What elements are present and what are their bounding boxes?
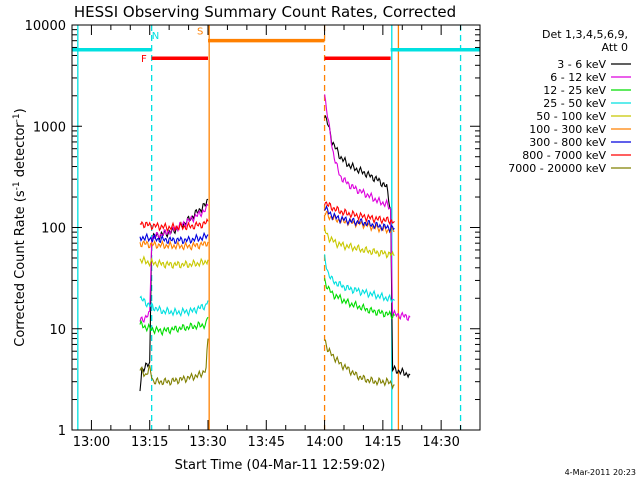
series-0: [139, 114, 411, 392]
series-2-segment-1: [324, 278, 395, 320]
series-5: [139, 210, 395, 251]
legend-title-1: Att 0: [602, 41, 628, 54]
y-axis-label-part-4: ): [13, 108, 28, 113]
plot-frame: [71, 24, 481, 431]
legend-label-8: 7000 - 20000 keV: [508, 162, 606, 175]
y-axis-label-text: Corrected Count Rate (s-1 detector-1): [12, 108, 28, 346]
series-6: [139, 204, 395, 245]
series-4: [139, 227, 395, 270]
y-tick-label-4: 10000: [25, 19, 66, 34]
series-7-segment-0: [139, 217, 209, 232]
y-tick-label-0: 1: [58, 424, 66, 439]
series-1: [139, 94, 411, 324]
x-axis-label: Start Time (04-Mar-11 12:59:02): [175, 458, 386, 473]
attenuator-label-1: N: [152, 31, 159, 42]
legend-label-0: 3 - 6 keV: [557, 58, 606, 71]
series-7: [139, 201, 395, 232]
y-tick-label-2: 100: [41, 222, 66, 237]
series-lines: [139, 94, 411, 392]
series-7-segment-1: [324, 201, 395, 226]
series-3-segment-0: [139, 295, 209, 318]
series-6-segment-0: [139, 231, 209, 245]
x-tick-label-3: 13:45: [248, 435, 285, 450]
legend-label-4: 50 - 100 keV: [536, 110, 606, 123]
attenuator-label-2: S: [197, 27, 203, 38]
x-tick-label-2: 13:30: [189, 435, 226, 450]
footer-timestamp: 4-Mar-2011 20:23: [565, 468, 636, 477]
x-axis: 13:00 13:15 13:30 13:45 14:00 14:15 14:30: [71, 25, 481, 450]
series-5-segment-1: [324, 210, 395, 235]
legend-label-3: 25 - 50 keV: [543, 97, 606, 110]
series-2-segment-0: [139, 316, 209, 337]
chart-title: HESSI Observing Summary Count Rates, Cor…: [74, 3, 456, 21]
series-0-segment-1: [324, 114, 411, 379]
y-axis-label-part-2: detector: [13, 122, 28, 182]
legend-label-7: 800 - 7000 keV: [522, 149, 606, 162]
legend-title-0: Det 1,3,4,5,6,9,: [542, 28, 628, 41]
x-tick-label-5: 14:15: [364, 435, 401, 450]
plot-border: [71, 24, 481, 431]
legend-label-5: 100 - 300 keV: [529, 123, 606, 136]
x-tick-label-4: 14:00: [306, 435, 343, 450]
attenuator-bars: F N S: [72, 27, 480, 65]
legend-label-6: 300 - 800 keV: [529, 136, 606, 149]
series-5-segment-0: [139, 239, 209, 251]
y-tick-label-1: 10: [49, 323, 66, 338]
attenuator-label-0: F: [141, 54, 147, 65]
y-axis: 1 10 100 1000 10000: [25, 19, 480, 439]
series-8: [139, 338, 395, 390]
series-6-segment-1: [324, 204, 395, 234]
series-3-segment-1: [324, 254, 395, 304]
series-4-segment-1: [324, 227, 395, 259]
series-8-segment-1: [324, 339, 395, 390]
x-tick-label-6: 14:30: [422, 435, 459, 450]
y-axis-label-part-3: -1: [12, 113, 22, 122]
y-tick-label-3: 1000: [33, 120, 66, 135]
legend-label-2: 12 - 25 keV: [543, 84, 606, 97]
legend-label-1: 6 - 12 keV: [550, 71, 606, 84]
x-tick-label-1: 13:15: [131, 435, 168, 450]
x-tick-label-0: 13:00: [73, 435, 110, 450]
series-3: [139, 254, 395, 318]
series-1-segment-0: [139, 203, 209, 324]
y-axis-label-part-1: -1: [12, 181, 22, 190]
y-axis-label: Corrected Count Rate (s-1 detector-1): [12, 108, 28, 346]
series-1-segment-1: [324, 94, 411, 322]
series-2: [139, 278, 395, 337]
series-8-segment-0: [139, 338, 209, 386]
series-4-segment-0: [139, 255, 209, 270]
y-axis-label-part-0: Corrected Count Rate (s: [13, 190, 28, 347]
